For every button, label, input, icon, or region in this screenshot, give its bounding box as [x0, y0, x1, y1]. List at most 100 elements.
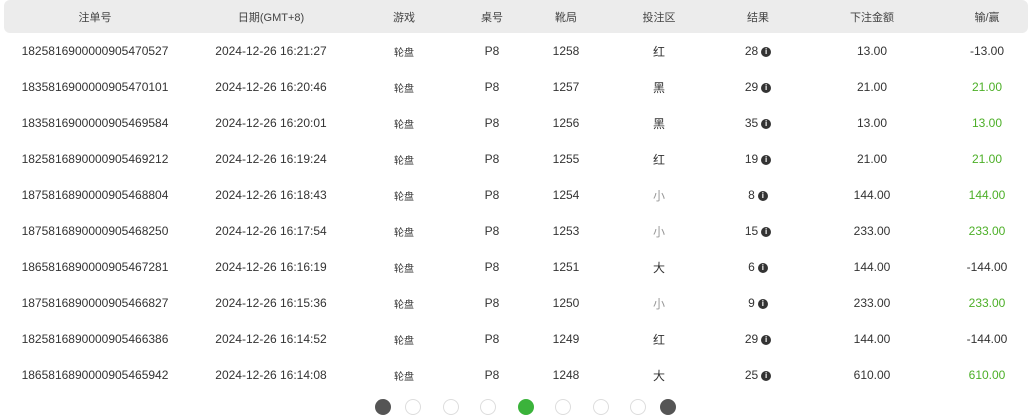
cell-date: 2024-12-26 16:17:54 [215, 224, 327, 238]
cell-round: 1257 [552, 80, 580, 94]
cell-round: 1256 [552, 116, 580, 130]
info-icon[interactable]: i [757, 190, 768, 201]
cell-result: 29 i [718, 321, 798, 357]
cell-bet-zone: 红 [652, 152, 665, 167]
info-icon[interactable]: i [761, 370, 772, 381]
cell-date: 2024-12-26 16:14:52 [215, 332, 327, 346]
cell-game: 轮盘 [394, 47, 414, 59]
result-value: 35 [744, 116, 759, 130]
cell-date: 2024-12-26 16:20:46 [215, 80, 327, 94]
page-button[interactable] [405, 399, 421, 415]
cell-win-loss: -144.00 [966, 260, 1008, 274]
info-icon[interactable]: i [761, 154, 772, 165]
cell-bet-zone: 大 [652, 260, 665, 275]
page-button[interactable] [443, 399, 459, 415]
table-row: 1865816890000905465942 2024-12-26 16:14:0… [4, 357, 1028, 393]
column-header-win-loss: 输/赢 [974, 11, 1000, 24]
cell-round: 1253 [552, 224, 580, 238]
cell-result: 35 i [718, 105, 798, 141]
cell-bet-amount: 21.00 [856, 152, 888, 166]
cell-bet-id: 1865816890000905465942 [21, 368, 169, 382]
result-value: 29 [744, 80, 759, 94]
cell-game: 轮盘 [394, 191, 414, 203]
cell-round: 1248 [552, 368, 580, 382]
info-icon[interactable]: i [757, 262, 768, 273]
cell-game: 轮盘 [394, 299, 414, 311]
cell-round: 1251 [552, 260, 580, 274]
cell-bet-id: 1875816890000905468804 [21, 188, 169, 202]
table-row: 1825816890000905466386 2024-12-26 16:14:5… [4, 321, 1028, 357]
result-value: 6 [748, 260, 755, 274]
result-value: 25 [744, 368, 759, 382]
cell-result: 15 i [718, 213, 798, 249]
cell-game: 轮盘 [394, 371, 414, 383]
page-button[interactable] [555, 399, 571, 415]
page-button[interactable] [480, 399, 496, 415]
cell-bet-amount: 21.00 [856, 80, 888, 94]
cell-bet-amount: 13.00 [856, 44, 888, 58]
result-value: 29 [744, 332, 759, 346]
cell-bet-id: 1865816890000905467281 [21, 260, 169, 274]
cell-bet-amount: 13.00 [856, 116, 888, 130]
info-icon[interactable]: i [761, 46, 772, 57]
result-value: 9 [748, 296, 755, 310]
cell-date: 2024-12-26 16:15:36 [215, 296, 327, 310]
cell-bet-id: 1835816900000905470101 [21, 80, 169, 94]
page-button[interactable] [593, 399, 609, 415]
info-icon[interactable]: i [761, 334, 772, 345]
cell-date: 2024-12-26 16:14:08 [215, 368, 327, 382]
table-row: 1825816900000905470527 2024-12-26 16:21:2… [4, 33, 1028, 69]
cell-round: 1249 [552, 332, 580, 346]
cell-game: 轮盘 [394, 119, 414, 131]
cell-table-no: P8 [484, 332, 500, 346]
cell-bet-id: 1835816900000905469584 [21, 116, 169, 130]
cell-result: 25 i [718, 357, 798, 393]
cell-date: 2024-12-26 16:20:01 [215, 116, 327, 130]
cell-date: 2024-12-26 16:16:19 [215, 260, 327, 274]
cell-bet-amount: 233.00 [853, 296, 891, 310]
cell-table-no: P8 [484, 80, 500, 94]
cell-table-no: P8 [484, 44, 500, 58]
page-button[interactable] [630, 399, 646, 415]
bet-history-table: 注单号 日期(GMT+8) 游戏 桌号 靴局 投注区 结果 下注金额 输/赢 182581690… [4, 0, 1028, 393]
column-header-table-no: 桌号 [481, 11, 503, 24]
cell-bet-id: 1875816890000905468250 [21, 224, 169, 238]
page-button[interactable] [375, 399, 391, 415]
cell-win-loss: 21.00 [971, 152, 1003, 166]
cell-bet-zone: 红 [652, 332, 665, 347]
cell-bet-zone: 小 [652, 188, 665, 203]
cell-win-loss: 233.00 [968, 224, 1006, 238]
info-icon[interactable]: i [761, 226, 772, 237]
cell-win-loss: 610.00 [968, 368, 1006, 382]
column-header-bet-zone: 投注区 [642, 11, 676, 24]
table-row: 1835816900000905469584 2024-12-26 16:20:0… [4, 105, 1028, 141]
info-icon[interactable]: i [757, 298, 768, 309]
cell-round: 1250 [552, 296, 580, 310]
cell-game: 轮盘 [394, 263, 414, 275]
cell-win-loss: -144.00 [966, 332, 1008, 346]
cell-table-no: P8 [484, 260, 500, 274]
cell-game: 轮盘 [394, 335, 414, 347]
cell-round: 1254 [552, 188, 580, 202]
cell-round: 1258 [552, 44, 580, 58]
page-button[interactable] [660, 399, 676, 415]
table-row: 1875816890000905468804 2024-12-26 16:18:4… [4, 177, 1028, 213]
cell-game: 轮盘 [394, 83, 414, 95]
cell-table-no: P8 [484, 152, 500, 166]
cell-bet-zone: 小 [652, 296, 665, 311]
cell-table-no: P8 [484, 116, 500, 130]
page-button[interactable] [518, 399, 534, 415]
column-header-round: 靴局 [555, 11, 577, 24]
info-icon[interactable]: i [761, 82, 772, 93]
cell-game: 轮盘 [394, 155, 414, 167]
result-value: 8 [748, 188, 755, 202]
cell-bet-id: 1825816890000905469212 [21, 152, 169, 166]
column-header-bet-id: 注单号 [78, 11, 112, 24]
info-icon[interactable]: i [761, 118, 772, 129]
cell-bet-id: 1875816890000905466827 [21, 296, 169, 310]
cell-win-loss: 13.00 [971, 116, 1003, 130]
cell-result: 29 i [718, 69, 798, 105]
